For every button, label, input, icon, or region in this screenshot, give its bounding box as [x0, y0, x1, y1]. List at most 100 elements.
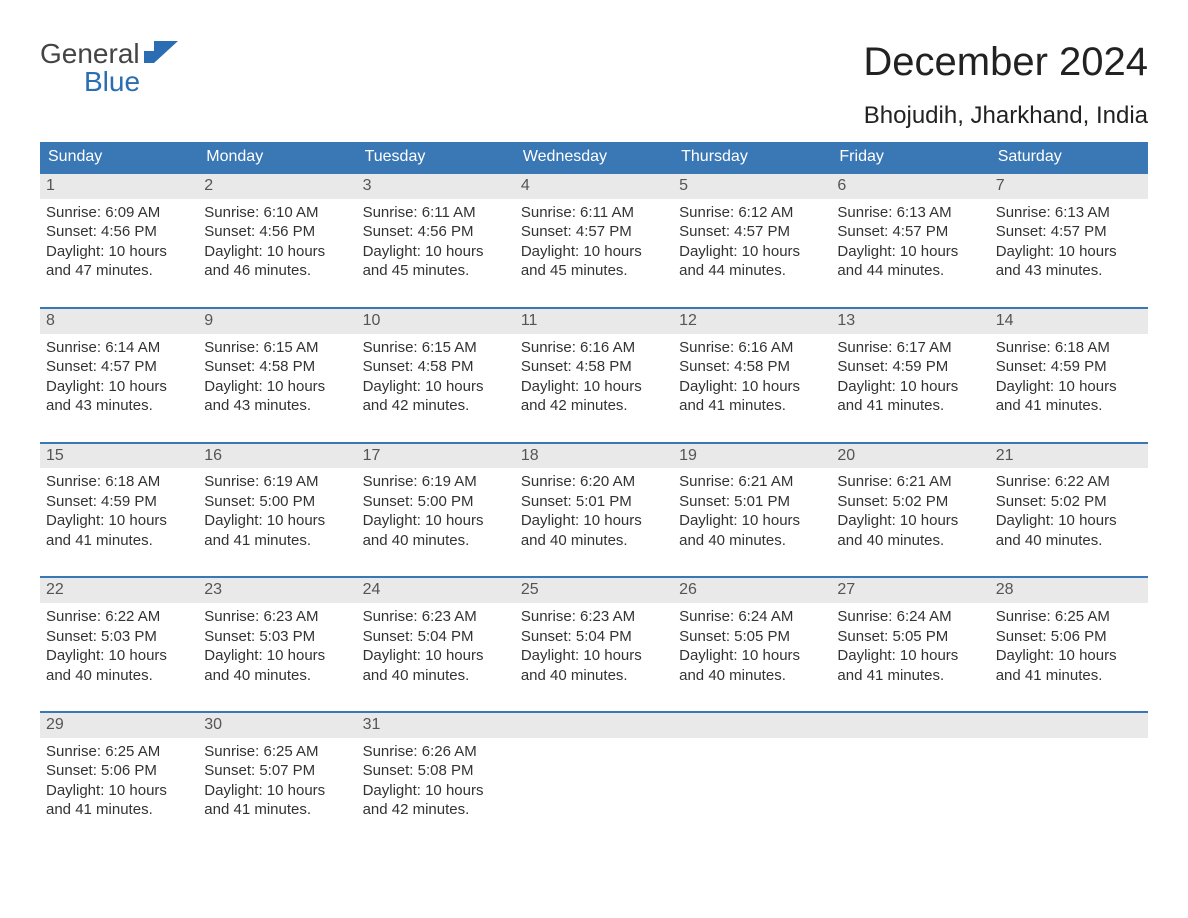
- sunrise-line: Sunrise: 6:24 AM: [679, 607, 825, 627]
- day-number: 29: [40, 713, 198, 738]
- daylight-line: Daylight: 10 hours and 41 minutes.: [46, 511, 192, 550]
- day-cell: 2Sunrise: 6:10 AMSunset: 4:56 PMDaylight…: [198, 174, 356, 299]
- day-cell: 29Sunrise: 6:25 AMSunset: 5:06 PMDayligh…: [40, 713, 198, 838]
- week-row: 29Sunrise: 6:25 AMSunset: 5:06 PMDayligh…: [40, 711, 1148, 838]
- day-cell: 14Sunrise: 6:18 AMSunset: 4:59 PMDayligh…: [990, 309, 1148, 434]
- sunset-line: Sunset: 5:08 PM: [363, 761, 509, 781]
- day-body: Sunrise: 6:25 AMSunset: 5:07 PMDaylight:…: [198, 738, 356, 838]
- day-number: 30: [198, 713, 356, 738]
- day-header-sunday: Sunday: [40, 142, 198, 172]
- sunrise-line: Sunrise: 6:09 AM: [46, 203, 192, 223]
- sunrise-line: Sunrise: 6:25 AM: [996, 607, 1142, 627]
- day-body: Sunrise: 6:13 AMSunset: 4:57 PMDaylight:…: [831, 199, 989, 299]
- sunrise-line: Sunrise: 6:12 AM: [679, 203, 825, 223]
- day-number: 3: [357, 174, 515, 199]
- sunrise-line: Sunrise: 6:11 AM: [521, 203, 667, 223]
- day-cell: 13Sunrise: 6:17 AMSunset: 4:59 PMDayligh…: [831, 309, 989, 434]
- sunrise-line: Sunrise: 6:20 AM: [521, 472, 667, 492]
- daylight-line: Daylight: 10 hours and 44 minutes.: [837, 242, 983, 281]
- day-body: Sunrise: 6:21 AMSunset: 5:01 PMDaylight:…: [673, 468, 831, 568]
- sunset-line: Sunset: 5:04 PM: [521, 627, 667, 647]
- sunrise-line: Sunrise: 6:19 AM: [204, 472, 350, 492]
- sunrise-line: Sunrise: 6:16 AM: [679, 338, 825, 358]
- daylight-line: Daylight: 10 hours and 40 minutes.: [521, 646, 667, 685]
- sunset-line: Sunset: 4:56 PM: [204, 222, 350, 242]
- day-number: 7: [990, 174, 1148, 199]
- day-body: Sunrise: 6:20 AMSunset: 5:01 PMDaylight:…: [515, 468, 673, 568]
- day-number: 10: [357, 309, 515, 334]
- day-body: Sunrise: 6:12 AMSunset: 4:57 PMDaylight:…: [673, 199, 831, 299]
- sunrise-line: Sunrise: 6:23 AM: [521, 607, 667, 627]
- sunset-line: Sunset: 5:04 PM: [363, 627, 509, 647]
- daylight-line: Daylight: 10 hours and 40 minutes.: [679, 511, 825, 550]
- location-label: Bhojudih, Jharkhand, India: [40, 102, 1148, 130]
- day-number: 28: [990, 578, 1148, 603]
- sunset-line: Sunset: 4:59 PM: [46, 492, 192, 512]
- day-cell: 23Sunrise: 6:23 AMSunset: 5:03 PMDayligh…: [198, 578, 356, 703]
- sunset-line: Sunset: 4:58 PM: [363, 357, 509, 377]
- day-body: Sunrise: 6:19 AMSunset: 5:00 PMDaylight:…: [198, 468, 356, 568]
- sunset-line: Sunset: 5:00 PM: [204, 492, 350, 512]
- daylight-line: Daylight: 10 hours and 46 minutes.: [204, 242, 350, 281]
- sunset-line: Sunset: 5:00 PM: [363, 492, 509, 512]
- daylight-line: Daylight: 10 hours and 40 minutes.: [46, 646, 192, 685]
- day-body: Sunrise: 6:24 AMSunset: 5:05 PMDaylight:…: [831, 603, 989, 703]
- day-cell: 7Sunrise: 6:13 AMSunset: 4:57 PMDaylight…: [990, 174, 1148, 299]
- day-body: Sunrise: 6:26 AMSunset: 5:08 PMDaylight:…: [357, 738, 515, 838]
- week-row: 15Sunrise: 6:18 AMSunset: 4:59 PMDayligh…: [40, 442, 1148, 569]
- sunset-line: Sunset: 5:06 PM: [46, 761, 192, 781]
- logo: General Blue: [40, 40, 178, 96]
- day-body: Sunrise: 6:11 AMSunset: 4:57 PMDaylight:…: [515, 199, 673, 299]
- sunset-line: Sunset: 4:58 PM: [204, 357, 350, 377]
- sunset-line: Sunset: 5:01 PM: [679, 492, 825, 512]
- daylight-line: Daylight: 10 hours and 41 minutes.: [996, 377, 1142, 416]
- day-cell: [515, 713, 673, 838]
- daylight-line: Daylight: 10 hours and 40 minutes.: [521, 511, 667, 550]
- week-row: 8Sunrise: 6:14 AMSunset: 4:57 PMDaylight…: [40, 307, 1148, 434]
- day-body: Sunrise: 6:24 AMSunset: 5:05 PMDaylight:…: [673, 603, 831, 703]
- sunrise-line: Sunrise: 6:25 AM: [46, 742, 192, 762]
- sunset-line: Sunset: 5:05 PM: [837, 627, 983, 647]
- day-cell: [831, 713, 989, 838]
- day-number: 1: [40, 174, 198, 199]
- logo-text-blue: Blue: [40, 68, 178, 96]
- day-cell: 1Sunrise: 6:09 AMSunset: 4:56 PMDaylight…: [40, 174, 198, 299]
- sunset-line: Sunset: 5:06 PM: [996, 627, 1142, 647]
- sunset-line: Sunset: 4:56 PM: [46, 222, 192, 242]
- day-cell: 12Sunrise: 6:16 AMSunset: 4:58 PMDayligh…: [673, 309, 831, 434]
- sunrise-line: Sunrise: 6:10 AM: [204, 203, 350, 223]
- day-number: 14: [990, 309, 1148, 334]
- day-cell: 22Sunrise: 6:22 AMSunset: 5:03 PMDayligh…: [40, 578, 198, 703]
- daylight-line: Daylight: 10 hours and 42 minutes.: [363, 377, 509, 416]
- sunset-line: Sunset: 5:03 PM: [204, 627, 350, 647]
- sunset-line: Sunset: 4:56 PM: [363, 222, 509, 242]
- day-body: Sunrise: 6:25 AMSunset: 5:06 PMDaylight:…: [40, 738, 198, 838]
- sunset-line: Sunset: 5:07 PM: [204, 761, 350, 781]
- sunrise-line: Sunrise: 6:22 AM: [996, 472, 1142, 492]
- day-body: Sunrise: 6:15 AMSunset: 4:58 PMDaylight:…: [357, 334, 515, 434]
- sunset-line: Sunset: 4:57 PM: [996, 222, 1142, 242]
- daylight-line: Daylight: 10 hours and 40 minutes.: [679, 646, 825, 685]
- day-cell: 9Sunrise: 6:15 AMSunset: 4:58 PMDaylight…: [198, 309, 356, 434]
- daylight-line: Daylight: 10 hours and 45 minutes.: [521, 242, 667, 281]
- day-number: 24: [357, 578, 515, 603]
- header: General Blue December 2024: [40, 40, 1148, 96]
- sunset-line: Sunset: 4:58 PM: [679, 357, 825, 377]
- daylight-line: Daylight: 10 hours and 41 minutes.: [204, 781, 350, 820]
- day-body: Sunrise: 6:09 AMSunset: 4:56 PMDaylight:…: [40, 199, 198, 299]
- logo-text-general: General: [40, 40, 140, 68]
- day-number: 27: [831, 578, 989, 603]
- daylight-line: Daylight: 10 hours and 40 minutes.: [204, 646, 350, 685]
- day-body: Sunrise: 6:14 AMSunset: 4:57 PMDaylight:…: [40, 334, 198, 434]
- sunrise-line: Sunrise: 6:22 AM: [46, 607, 192, 627]
- sunrise-line: Sunrise: 6:15 AM: [204, 338, 350, 358]
- day-cell: 17Sunrise: 6:19 AMSunset: 5:00 PMDayligh…: [357, 444, 515, 569]
- day-number: 23: [198, 578, 356, 603]
- day-header-thursday: Thursday: [673, 142, 831, 172]
- day-cell: 18Sunrise: 6:20 AMSunset: 5:01 PMDayligh…: [515, 444, 673, 569]
- daylight-line: Daylight: 10 hours and 41 minutes.: [837, 646, 983, 685]
- day-cell: 16Sunrise: 6:19 AMSunset: 5:00 PMDayligh…: [198, 444, 356, 569]
- sunset-line: Sunset: 5:02 PM: [996, 492, 1142, 512]
- day-number: 11: [515, 309, 673, 334]
- day-header-row: Sunday Monday Tuesday Wednesday Thursday…: [40, 142, 1148, 172]
